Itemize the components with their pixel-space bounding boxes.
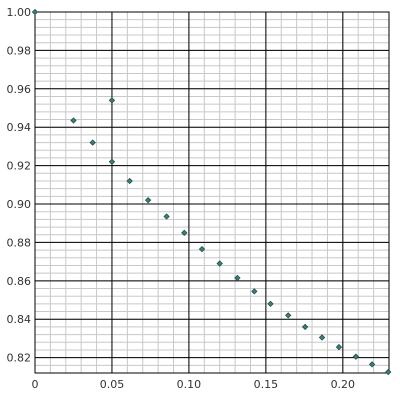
y-tick-label: 0.96	[7, 83, 32, 96]
y-tick-label: 0.90	[7, 198, 32, 211]
data-point	[352, 353, 360, 360]
data-point	[368, 361, 376, 368]
data-point	[285, 312, 292, 319]
data-point	[181, 229, 188, 236]
data-point	[335, 343, 343, 351]
data-point	[144, 197, 152, 204]
data-point	[251, 288, 258, 295]
y-tick-label: 0.82	[7, 352, 32, 365]
data-point	[108, 158, 116, 165]
data-point	[108, 97, 116, 104]
data-point	[267, 300, 274, 308]
x-tick-label: 0.10	[177, 378, 202, 391]
y-tick-label: 0.86	[7, 275, 32, 288]
data-point	[70, 117, 77, 124]
y-tick-label: 0.94	[7, 121, 32, 134]
x-tick-label: 0.05	[100, 378, 125, 391]
data-point	[301, 323, 309, 331]
y-tick-label: 0.92	[7, 160, 32, 173]
x-tick-label: 0.15	[254, 378, 279, 391]
data-point	[234, 274, 241, 282]
data-point	[198, 245, 206, 253]
y-axis-tick-labels: 0.82 0.84 0.86 0.88 0.90 0.92 0.94 0.96 0.98 1.00	[7, 6, 32, 365]
y-tick-label: 0.84	[7, 313, 32, 326]
y-tick-label: 1.00	[7, 6, 32, 19]
data-point	[385, 368, 392, 376]
x-tick-label: 0.20	[331, 378, 356, 391]
data-points	[31, 8, 392, 376]
data-point	[31, 8, 39, 16]
data-point	[163, 213, 170, 220]
y-tick-label: 0.88	[7, 236, 32, 249]
data-point	[126, 177, 133, 185]
data-point	[216, 260, 223, 267]
x-tick-label: 0	[32, 378, 39, 391]
data-point	[89, 139, 96, 146]
data-point	[318, 334, 326, 341]
y-tick-label: 0.98	[7, 44, 32, 57]
plot-frame	[34, 11, 390, 374]
x-axis-tick-labels: 0 0.05 0.10 0.15 0.20	[32, 378, 356, 391]
